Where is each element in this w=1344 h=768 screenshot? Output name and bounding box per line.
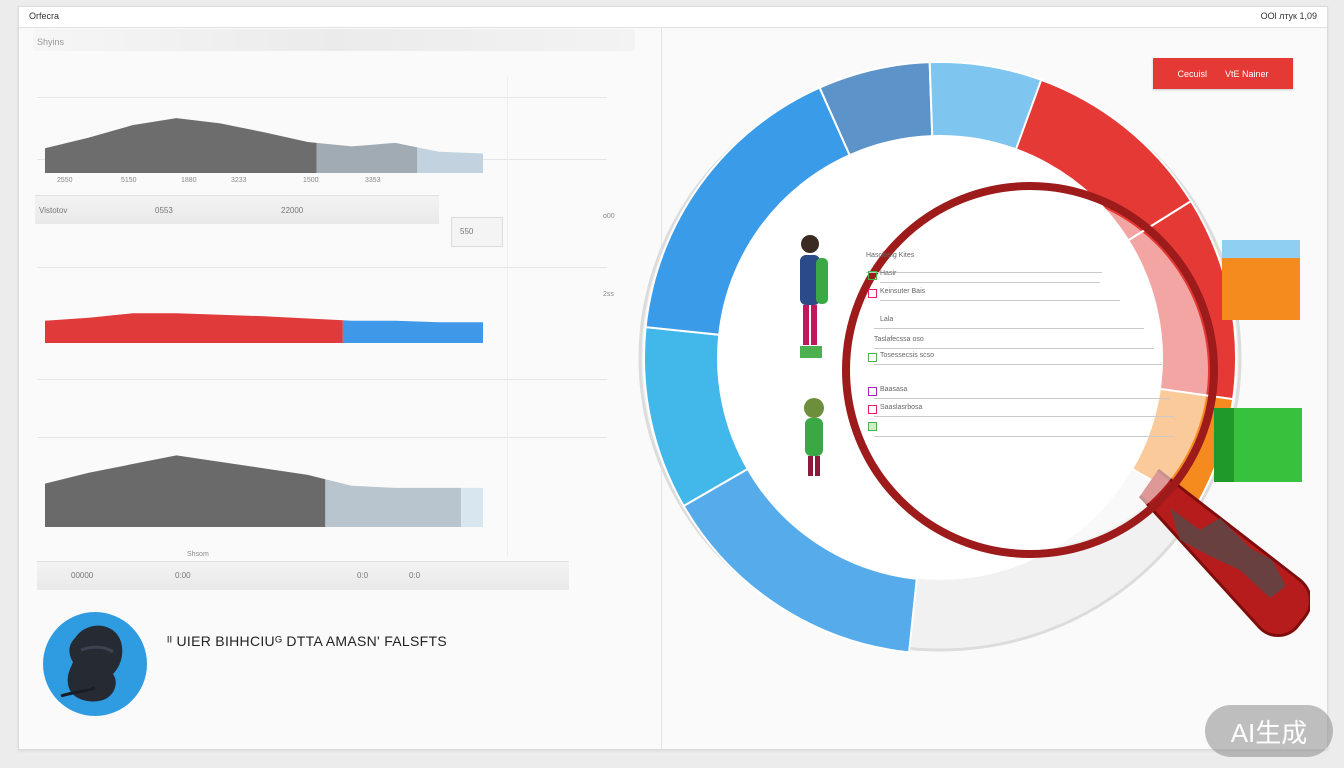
titlebar: Orfecra OOl лтук 1,09: [19, 7, 1327, 28]
tick-label: 0:0: [409, 571, 421, 580]
list-item[interactable]: [846, 422, 1176, 438]
area-segment: [45, 118, 317, 173]
grid-line: [37, 267, 607, 268]
grid-line: [37, 379, 607, 380]
chart-1: [45, 111, 485, 173]
area-segment: [45, 313, 343, 343]
tick-label: 0:0: [357, 571, 369, 580]
chart-3: [45, 451, 485, 527]
donut-chart: [610, 40, 1312, 700]
list-item-label: Taslafecssa oso: [874, 336, 924, 343]
section-header: Shyins: [33, 29, 635, 51]
chart-2: [45, 291, 485, 353]
list-header-text: Hascfosig Kites: [866, 252, 915, 259]
list-item[interactable]: Taslafecssa oso: [846, 334, 1176, 350]
side-label: 2ss: [603, 291, 614, 298]
status-text: OOl лтук 1,09: [1260, 11, 1317, 21]
legend-label: 22000: [281, 206, 304, 215]
chart-1-inset[interactable]: 550: [451, 217, 503, 247]
avatar[interactable]: [43, 612, 147, 716]
list-header: Hascfosig Kites: [846, 250, 1176, 273]
chart-1-svg: [45, 118, 483, 173]
list-item-label: Baasasa: [880, 386, 908, 393]
chart-1-legend-strip: Vistotov 0553 22000: [35, 195, 439, 224]
area-segment: [461, 487, 483, 527]
tick-label: 1880: [181, 177, 197, 184]
magnifier-icon: [842, 182, 1312, 637]
list-item-label: Hasir: [880, 270, 897, 277]
watermark: AI生成: [1205, 705, 1333, 757]
list-item[interactable]: Baasasa: [846, 384, 1176, 400]
list-item[interactable]: Saaslasrbosa: [846, 402, 1176, 418]
list-item-label: Saaslasrbosa: [880, 404, 923, 411]
tick-label: 3233: [231, 177, 247, 184]
badge-label: Cecuisl: [1177, 68, 1207, 79]
tick-label: 00000: [71, 571, 94, 580]
chart-2-svg: [45, 313, 483, 343]
legend-label: 0553: [155, 206, 173, 215]
list-item-label: Lala: [880, 316, 894, 323]
banner-text: ᴵᴵ UIER BIHHCIUᴳ DTTA AMASN' FALSFTS: [167, 633, 447, 649]
list-item[interactable]: Hasir: [846, 268, 1176, 284]
chart-3-tick-strip: 00000 0:00 0:0 0:0: [37, 561, 569, 590]
list-item-label: Keinsuter Bais: [880, 288, 926, 295]
grid-vline: [507, 77, 508, 557]
list-item-label: Tosessecsis scso: [880, 352, 935, 359]
person-icon: [800, 235, 828, 358]
person-icon: [804, 398, 824, 476]
blue-block: [1222, 240, 1300, 258]
inset-label: 550: [460, 227, 474, 236]
status-badge[interactable]: Cecuisl VtE Nainer: [1153, 58, 1293, 89]
section-title: Shyins: [37, 37, 65, 47]
badge-value: VtE Nainer: [1224, 68, 1269, 79]
area-segment: [417, 147, 483, 173]
tick-label: 0:00: [175, 571, 191, 580]
donut-svg: [638, 60, 1312, 654]
area-segment: [45, 455, 326, 527]
list-item[interactable]: Lala: [846, 314, 1176, 330]
app-title: Orfecra: [29, 11, 60, 21]
left-panel: Shyins 2550 5150 1880 3233 1500 3353 Vis…: [19, 27, 662, 749]
list-item[interactable]: Tosessecsis scso: [846, 350, 1176, 366]
chart-3-label: Shsom: [187, 551, 209, 558]
list-item[interactable]: Keinsuter Bais: [846, 286, 1176, 302]
area-segment: [325, 479, 462, 527]
legend-label: Vistotov: [39, 206, 68, 215]
tick-label: 2550: [57, 177, 73, 184]
side-label: o00: [603, 213, 615, 220]
legend-list: Hascfosig Kites Hasir Keinsuter Bais Lal…: [846, 242, 1176, 502]
grid-line: [37, 437, 607, 438]
chart-3-svg: [45, 455, 483, 527]
avatar-icon: [60, 625, 123, 702]
area-segment: [316, 142, 418, 173]
grid-line: [37, 97, 607, 98]
area-segment: [342, 320, 483, 343]
tick-label: 5150: [121, 177, 137, 184]
tick-label: 3353: [365, 177, 381, 184]
tick-label: 1500: [303, 177, 319, 184]
